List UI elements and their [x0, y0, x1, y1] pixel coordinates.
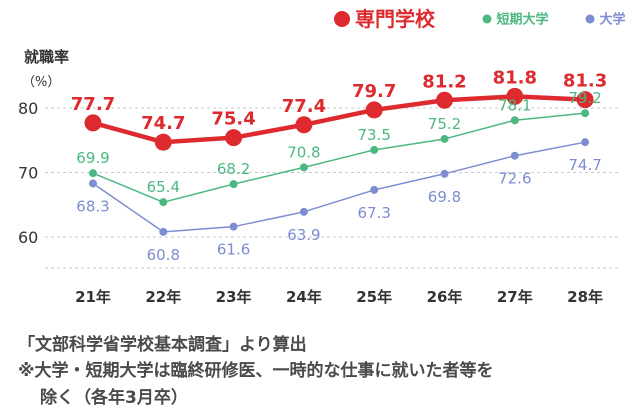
x-tick-21年: 21年: [75, 288, 111, 306]
x-tick-28年: 28年: [567, 288, 603, 306]
data-label-短期大学-21年: 69.9: [76, 149, 109, 167]
x-tick-24年: 24年: [286, 288, 322, 306]
data-point-専門学校-28年: [576, 91, 594, 109]
data-point-短期大学-23年: [229, 180, 238, 189]
x-tick-22年: 22年: [145, 288, 181, 306]
legend-marker-大学: [585, 14, 595, 24]
y-tick-labels: 60 70 80: [18, 99, 38, 247]
series-points: [84, 87, 594, 236]
legend-label-大学: 大学: [600, 12, 626, 28]
footnote-line-2: 除く（各年3月卒）: [40, 388, 188, 408]
data-label-短期大学-23年: 68.2: [217, 160, 250, 178]
data-label-短期大学-27年: 78.1: [498, 96, 531, 114]
data-label-短期大学-26年: 75.2: [428, 115, 461, 133]
data-point-大学-22年: [159, 227, 168, 236]
legend-label-専門学校: 専門学校: [355, 7, 436, 31]
x-tick-23年: 23年: [216, 288, 252, 306]
legend: 専門学校 短期大学 大学: [334, 7, 626, 31]
data-label-短期大学-22年: 65.4: [147, 178, 180, 196]
legend-label-短期大学: 短期大学: [497, 12, 549, 28]
data-point-専門学校-21年: [84, 114, 102, 132]
data-point-専門学校-22年: [154, 133, 172, 151]
x-tick-26年: 26年: [427, 288, 463, 306]
data-label-大学-24年: 63.9: [287, 226, 320, 244]
data-labels: 77.7 74.7 75.4 77.4 79.7 81.2 81.8 81.3 69.9 65.4…: [71, 67, 608, 263]
footnote-line-1: ※大学・短期大学は臨終研修医、一時的な仕事に就いた者等を: [18, 361, 494, 381]
data-label-大学-26年: 69.8: [428, 188, 461, 206]
data-point-短期大学-24年: [299, 163, 308, 172]
y-tick-70: 70: [18, 164, 38, 183]
axis-labels: 就職率 （%）: [22, 48, 69, 90]
data-point-専門学校-24年: [295, 116, 313, 134]
series-line-大学: [92, 141, 586, 233]
data-point-大学-28年: [581, 138, 590, 147]
source-note: 「文部科学省学校基本調査」より算出: [18, 335, 307, 355]
y-axis-label: 就職率: [24, 48, 69, 66]
data-point-短期大学-22年: [159, 198, 168, 207]
data-label-大学-28年: 74.7: [568, 156, 601, 174]
data-point-専門学校-27年: [506, 87, 524, 105]
data-label-短期大学-25年: 73.5: [357, 126, 390, 144]
data-point-短期大学-28年: [581, 109, 590, 118]
data-point-専門学校-23年: [225, 129, 243, 147]
data-point-短期大学-21年: [89, 169, 97, 178]
x-tick-27年: 27年: [497, 288, 533, 306]
series-lines: [92, 94, 586, 233]
data-point-短期大学-27年: [510, 116, 519, 125]
data-point-大学-27年: [510, 151, 519, 160]
legend-marker-専門学校: [334, 11, 350, 27]
data-label-大学-27年: 72.6: [498, 170, 531, 188]
data-label-短期大学-28年: 79.2: [568, 89, 601, 107]
data-label-短期大学-24年: 70.8: [287, 143, 320, 161]
y-axis-unit: （%）: [22, 75, 60, 90]
y-tick-60: 60: [18, 228, 38, 247]
data-label-大学-25年: 67.3: [357, 204, 390, 222]
data-point-大学-26年: [440, 169, 449, 178]
x-tick-labels: 21年 22年 23年 24年 25年 26年 27年 28年: [75, 288, 603, 306]
data-label-大学-23年: 61.6: [217, 241, 250, 259]
data-label-専門学校-28年: 81.3: [563, 71, 607, 92]
series-line-短期大学: [92, 112, 586, 203]
legend-marker-短期大学: [482, 14, 492, 24]
y-tick-80: 80: [18, 99, 38, 118]
data-label-専門学校-26年: 81.2: [422, 71, 466, 92]
data-point-大学-23年: [229, 222, 238, 231]
data-point-大学-24年: [299, 207, 308, 216]
series-line-専門学校: [92, 94, 586, 145]
data-point-専門学校-25年: [365, 101, 383, 119]
data-point-短期大学-26年: [440, 134, 449, 143]
data-label-大学-22年: 60.8: [147, 246, 180, 264]
data-point-専門学校-26年: [436, 91, 453, 109]
data-label-大学-21年: 68.3: [76, 197, 109, 215]
data-point-大学-25年: [370, 185, 379, 194]
data-label-専門学校-23年: 75.4: [211, 109, 255, 130]
data-label-専門学校-27年: 81.8: [493, 67, 537, 88]
x-tick-25年: 25年: [356, 288, 392, 306]
data-label-専門学校-24年: 77.4: [282, 96, 326, 117]
data-point-短期大学-25年: [370, 145, 379, 154]
data-label-専門学校-21年: 77.7: [71, 94, 115, 115]
data-label-専門学校-22年: 74.7: [141, 113, 185, 134]
data-point-大学-21年: [89, 179, 97, 188]
data-label-専門学校-25年: 79.7: [352, 81, 396, 102]
